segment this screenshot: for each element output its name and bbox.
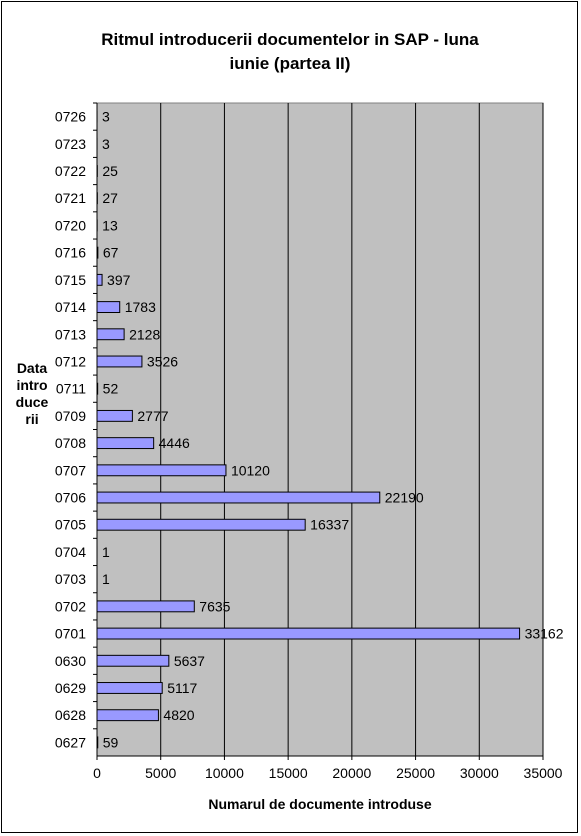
data-label-0701: 33162 bbox=[525, 626, 564, 642]
category-label-0701: 0701 bbox=[55, 626, 86, 642]
data-label-0628: 4820 bbox=[163, 707, 194, 723]
x-tick-label-6: 30000 bbox=[460, 765, 499, 781]
bar-0708 bbox=[96, 437, 155, 450]
bar-0715 bbox=[96, 273, 103, 286]
category-label-0726: 0726 bbox=[55, 109, 86, 125]
data-label-0708: 4446 bbox=[159, 435, 190, 451]
category-label-0721: 0721 bbox=[55, 190, 86, 206]
category-label-0707: 0707 bbox=[55, 462, 86, 478]
y-axis-label: Data introducerii bbox=[15, 360, 49, 427]
data-label-0704: 1 bbox=[102, 544, 110, 560]
data-label-0709: 2777 bbox=[137, 408, 168, 424]
category-label-0704: 0704 bbox=[55, 544, 86, 560]
bar-0701 bbox=[96, 627, 521, 640]
category-label-0714: 0714 bbox=[55, 299, 86, 315]
x-tick-label-1: 5000 bbox=[145, 765, 176, 781]
category-label-0703: 0703 bbox=[55, 571, 86, 587]
category-label-0711: 0711 bbox=[56, 381, 86, 397]
plot-area bbox=[96, 102, 544, 757]
data-label-0714: 1783 bbox=[125, 299, 156, 315]
x-tick-label-7: 35000 bbox=[524, 765, 563, 781]
data-label-0707: 10120 bbox=[231, 462, 270, 478]
category-label-0720: 0720 bbox=[55, 217, 86, 233]
x-tick-label-2: 10000 bbox=[205, 765, 244, 781]
category-label-0716: 0716 bbox=[55, 245, 86, 261]
data-label-0726: 3 bbox=[102, 109, 110, 125]
x-axis-label: Numarul de documente introduse bbox=[208, 796, 432, 812]
data-label-0629: 5117 bbox=[167, 680, 197, 696]
category-label-0713: 0713 bbox=[55, 326, 86, 342]
x-tick-label-4: 20000 bbox=[332, 765, 371, 781]
chart-title-line2: iunie (partea II) bbox=[229, 54, 351, 73]
bar-0702 bbox=[96, 600, 195, 613]
category-label-0709: 0709 bbox=[55, 408, 86, 424]
bar-0628 bbox=[96, 709, 159, 722]
bar-0627 bbox=[96, 736, 99, 749]
data-label-0713: 2128 bbox=[129, 326, 160, 342]
data-label-0705: 16337 bbox=[310, 517, 349, 533]
x-tick-label-0: 0 bbox=[93, 765, 101, 781]
category-label-0630: 0630 bbox=[55, 653, 86, 669]
data-label-0630: 5637 bbox=[174, 653, 205, 669]
bar-0630 bbox=[96, 654, 170, 667]
category-label-0722: 0722 bbox=[55, 163, 86, 179]
data-label-0703: 1 bbox=[102, 571, 110, 587]
category-label-0628: 0628 bbox=[55, 707, 86, 723]
data-label-0716: 67 bbox=[103, 245, 119, 261]
x-tick-label-5: 25000 bbox=[396, 765, 435, 781]
bar-0714 bbox=[96, 301, 121, 314]
data-label-0627: 59 bbox=[103, 734, 119, 750]
chart-title-line1: Ritmul introducerii documentelor in SAP … bbox=[101, 30, 479, 49]
bar-0712 bbox=[96, 355, 143, 368]
data-label-0720: 13 bbox=[102, 217, 118, 233]
data-label-0721: 27 bbox=[102, 190, 118, 206]
bar-0709 bbox=[96, 409, 133, 422]
category-label-0629: 0629 bbox=[55, 680, 86, 696]
category-label-0705: 0705 bbox=[55, 517, 86, 533]
data-label-0723: 3 bbox=[102, 136, 110, 152]
category-label-0706: 0706 bbox=[55, 490, 86, 506]
bar-0707 bbox=[96, 464, 227, 477]
data-label-0711: 52 bbox=[103, 381, 119, 397]
category-label-0715: 0715 bbox=[55, 272, 86, 288]
data-label-0706: 22190 bbox=[385, 490, 424, 506]
category-label-0627: 0627 bbox=[55, 734, 86, 750]
category-label-0702: 0702 bbox=[55, 598, 86, 614]
data-label-0702: 7635 bbox=[199, 598, 230, 614]
category-label-0712: 0712 bbox=[55, 353, 86, 369]
bar-0705 bbox=[96, 518, 306, 531]
data-label-0722: 25 bbox=[102, 163, 118, 179]
chart-title: Ritmul introducerii documentelor in SAP … bbox=[40, 28, 540, 76]
x-tick-label-3: 15000 bbox=[269, 765, 308, 781]
bar-0629 bbox=[96, 682, 163, 694]
data-label-0712: 3526 bbox=[147, 353, 178, 369]
category-label-0708: 0708 bbox=[55, 435, 86, 451]
data-label-0715: 397 bbox=[107, 272, 131, 288]
category-label-0723: 0723 bbox=[55, 136, 86, 152]
bar-0711 bbox=[96, 382, 99, 395]
bar-0716 bbox=[96, 246, 99, 259]
bar-0706 bbox=[96, 491, 381, 504]
bar-0713 bbox=[96, 328, 125, 341]
